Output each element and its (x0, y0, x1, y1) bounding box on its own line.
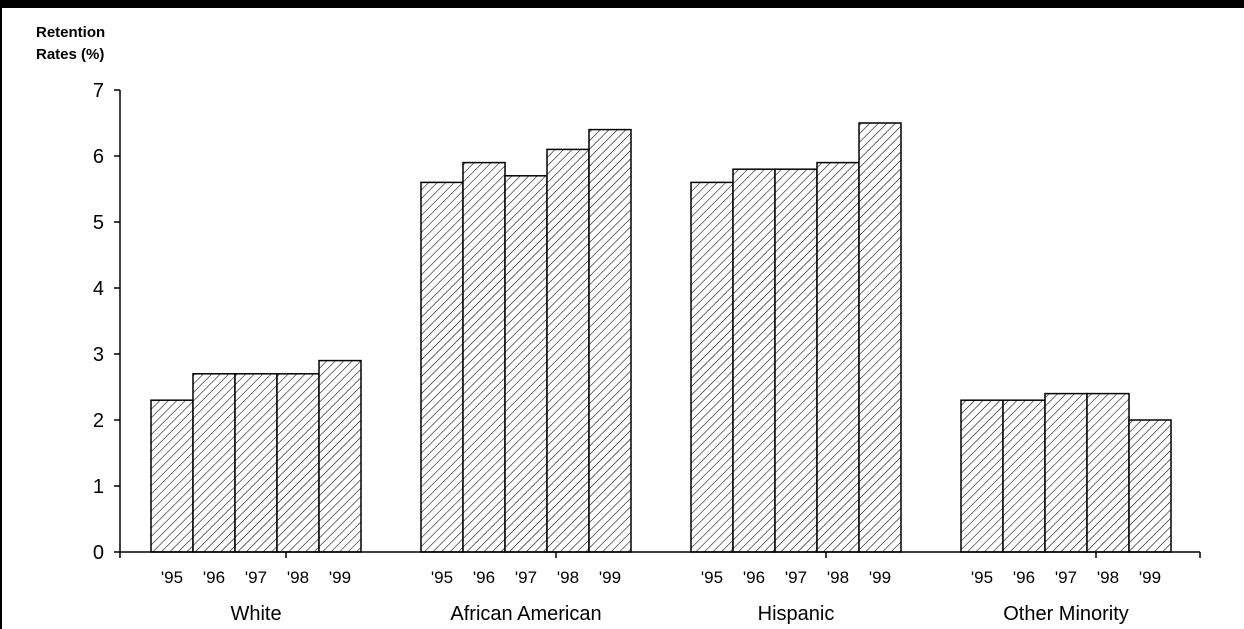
bar-other-minority-1 (1002, 399, 1046, 553)
bar-hispanic-0 (690, 181, 734, 553)
bar-white-0 (150, 399, 194, 553)
category-label-other-minority: Other Minority (1003, 603, 1129, 625)
year-label-1-2: '97 (515, 568, 537, 587)
year-label-1-1: '96 (473, 568, 495, 587)
year-label-3-4: '99 (1139, 568, 1161, 587)
category-label-white: White (230, 603, 281, 625)
left-border (0, 8, 2, 629)
bar-hispanic-2 (774, 168, 818, 553)
y-tick-label-7: 7 (93, 80, 104, 102)
y-tick-label-0: 0 (93, 542, 104, 564)
bars-layer (150, 122, 1172, 553)
bar-white-1 (192, 373, 236, 553)
y-tick-label-2: 2 (93, 410, 104, 432)
bar-white-4 (318, 359, 362, 553)
year-label-2-3: '98 (827, 568, 849, 587)
top-border (0, 0, 1244, 8)
axes-layer (114, 89, 1201, 558)
year-label-3-3: '98 (1097, 568, 1119, 587)
labels-layer: 0 1 2 3 4 5 6 7 '95 '96 '97 '98 '99 White '95 '96 '97 '98… (93, 80, 1161, 625)
y-axis-title: Retention Rates (%) (36, 22, 105, 66)
year-label-3-2: '97 (1055, 568, 1077, 587)
year-label-0-2: '97 (245, 568, 267, 587)
year-label-1-4: '99 (599, 568, 621, 587)
y-tick-label-4: 4 (93, 278, 104, 300)
y-tick-label-3: 3 (93, 344, 104, 366)
bar-white-3 (276, 373, 320, 553)
bar-other-minority-4 (1128, 419, 1172, 553)
year-label-0-4: '99 (329, 568, 351, 587)
category-label-african-american: African American (450, 603, 601, 625)
year-label-0-3: '98 (287, 568, 309, 587)
bar-hispanic-1 (732, 168, 776, 553)
bar-african-american-1 (462, 161, 506, 553)
bar-african-american-0 (420, 181, 464, 553)
year-label-2-4: '99 (869, 568, 891, 587)
y-tick-label-1: 1 (93, 476, 104, 498)
year-label-2-1: '96 (743, 568, 765, 587)
bar-african-american-3 (546, 148, 590, 553)
year-label-1-3: '98 (557, 568, 579, 587)
year-label-0-0: '95 (161, 568, 183, 587)
bar-hispanic-4 (858, 122, 902, 553)
y-axis-title-line-2: Rates (%) (36, 46, 105, 63)
bar-other-minority-3 (1086, 392, 1130, 553)
year-label-2-2: '97 (785, 568, 807, 587)
category-label-hispanic: Hispanic (758, 603, 835, 625)
year-label-3-0: '95 (971, 568, 993, 587)
y-tick-label-6: 6 (93, 146, 104, 168)
bar-white-2 (234, 373, 278, 553)
year-label-2-0: '95 (701, 568, 723, 587)
bar-other-minority-0 (960, 399, 1004, 553)
bar-hispanic-3 (816, 161, 860, 553)
year-label-3-1: '96 (1013, 568, 1035, 587)
bar-other-minority-2 (1044, 392, 1088, 553)
year-label-0-1: '96 (203, 568, 225, 587)
year-label-1-0: '95 (431, 568, 453, 587)
y-tick-label-5: 5 (93, 212, 104, 234)
y-axis-title-line-1: Retention (36, 24, 106, 41)
bar-african-american-2 (504, 175, 548, 553)
bar-african-american-4 (588, 128, 632, 553)
